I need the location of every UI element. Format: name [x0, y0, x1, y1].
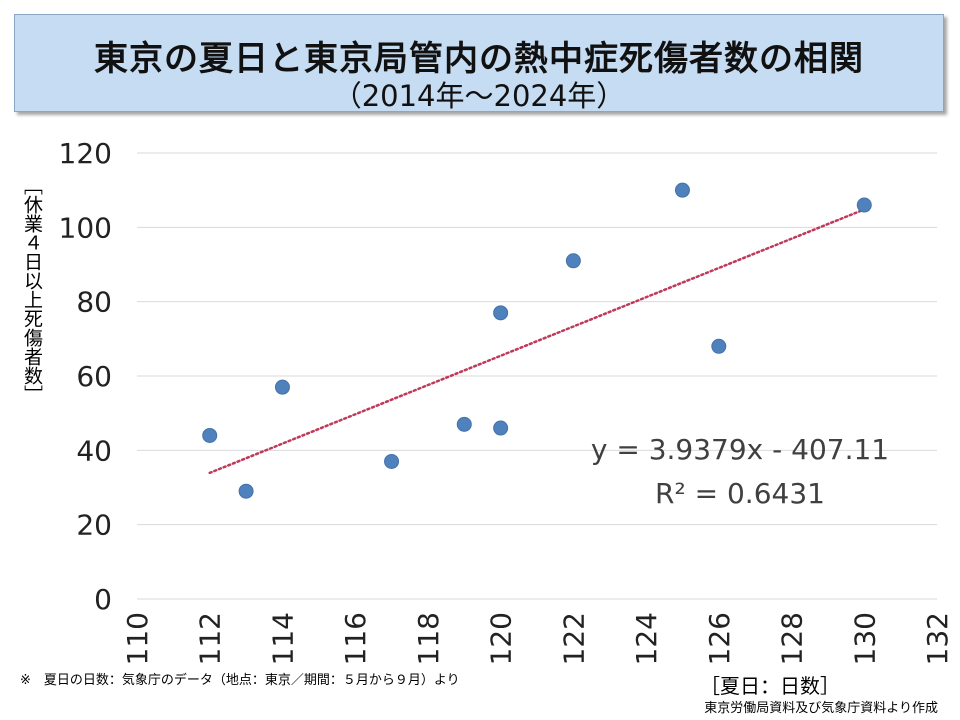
data-point — [384, 453, 400, 469]
r-squared-label: R² = 0.6431 — [655, 477, 825, 510]
x-tick-label: 112 — [194, 612, 227, 665]
x-tick-label: 130 — [848, 612, 881, 665]
trendline — [208, 208, 866, 475]
x-tick-label: 124 — [630, 612, 663, 665]
x-tick-label: 110 — [121, 612, 154, 665]
data-point — [274, 379, 290, 395]
gridlines — [137, 152, 937, 600]
data-point — [565, 253, 581, 269]
data-point — [674, 182, 690, 198]
x-tick-label: 120 — [485, 612, 518, 665]
y-tick-label: 20 — [76, 509, 112, 542]
chart-title: 東京の夏日と東京局管内の熱中症死傷者数の相関 — [94, 39, 864, 79]
x-tick-label: 118 — [412, 612, 445, 665]
y-tick-label: 120 — [59, 137, 112, 170]
data-points — [202, 182, 872, 499]
footnote: ※ 夏日の日数：気象庁のデータ（地点：東京／期間：５月から９月）より — [20, 673, 460, 688]
y-tick-labels: 0 20 40 60 80 100 120 — [59, 137, 112, 616]
x-tick-labels: 110 112 114 116 118 120 122 124 126 128 130 132 — [121, 612, 954, 665]
source-note: 東京労働局資料及び気象庁資料より作成 — [704, 701, 938, 716]
y-tick-label: 80 — [76, 286, 112, 319]
data-point — [493, 305, 509, 321]
y-tick-label: 0 — [94, 583, 112, 616]
x-tick-label: 116 — [339, 612, 372, 665]
data-point — [711, 338, 727, 354]
x-tick-label: 128 — [776, 612, 809, 665]
chart-subtitle: （2014年～2024年） — [332, 79, 626, 113]
y-tick-label: 40 — [76, 434, 112, 467]
y-axis-label: ［休業４日以上死傷者数］ — [21, 176, 43, 404]
trendline-annotation: y = 3.9379x - 407.11 R² = 0.6431 — [591, 433, 889, 510]
x-tick-label: 114 — [266, 612, 299, 665]
trendline-group — [208, 208, 866, 475]
trendline-equation: y = 3.9379x - 407.11 — [591, 433, 889, 466]
y-tick-label: 100 — [59, 211, 112, 244]
data-point — [456, 416, 472, 432]
x-axis-label: ［夏日：日数］ — [700, 674, 840, 698]
data-point — [856, 197, 872, 213]
x-tick-label: 122 — [557, 612, 590, 665]
y-tick-label: 60 — [76, 360, 112, 393]
x-tick-label: 126 — [703, 612, 736, 665]
data-point — [238, 483, 254, 499]
x-tick-label: 132 — [921, 612, 954, 665]
title-banner: 東京の夏日と東京局管内の熱中症死傷者数の相関 （2014年～2024年） — [14, 14, 944, 113]
data-point — [493, 420, 509, 436]
data-point — [202, 427, 218, 443]
